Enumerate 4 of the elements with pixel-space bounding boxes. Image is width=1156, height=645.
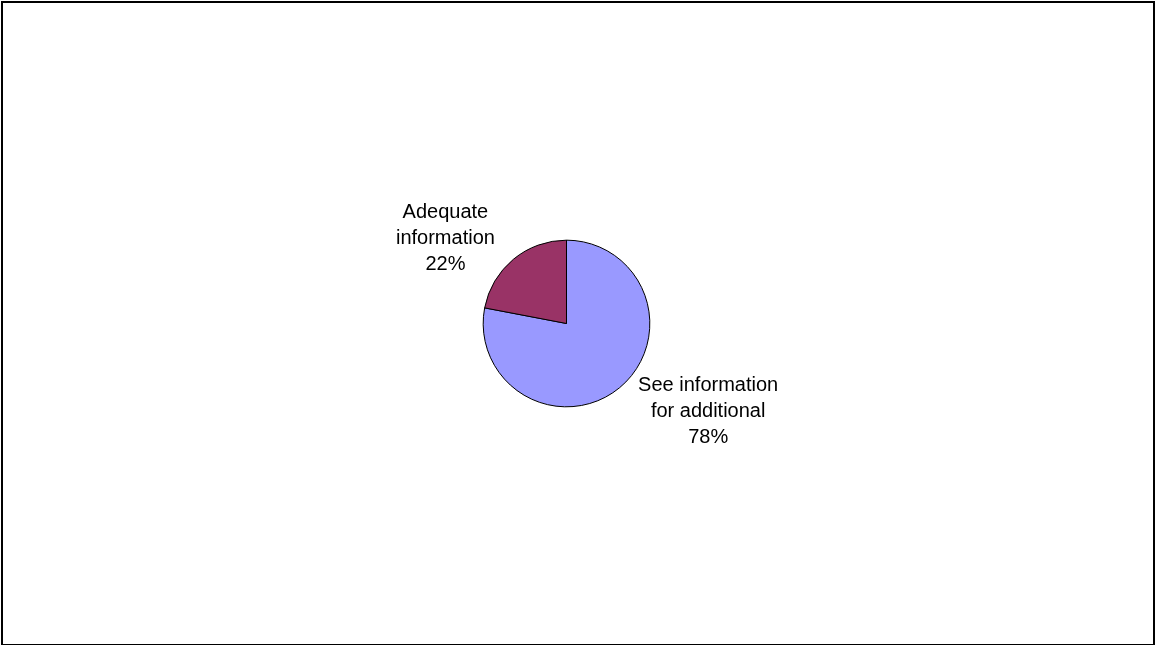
data-label: 78%: [688, 424, 729, 447]
slice-label: See information for additional: [638, 372, 779, 421]
slice-label: Adequate information: [395, 200, 495, 249]
data-label: 22%: [425, 252, 466, 275]
